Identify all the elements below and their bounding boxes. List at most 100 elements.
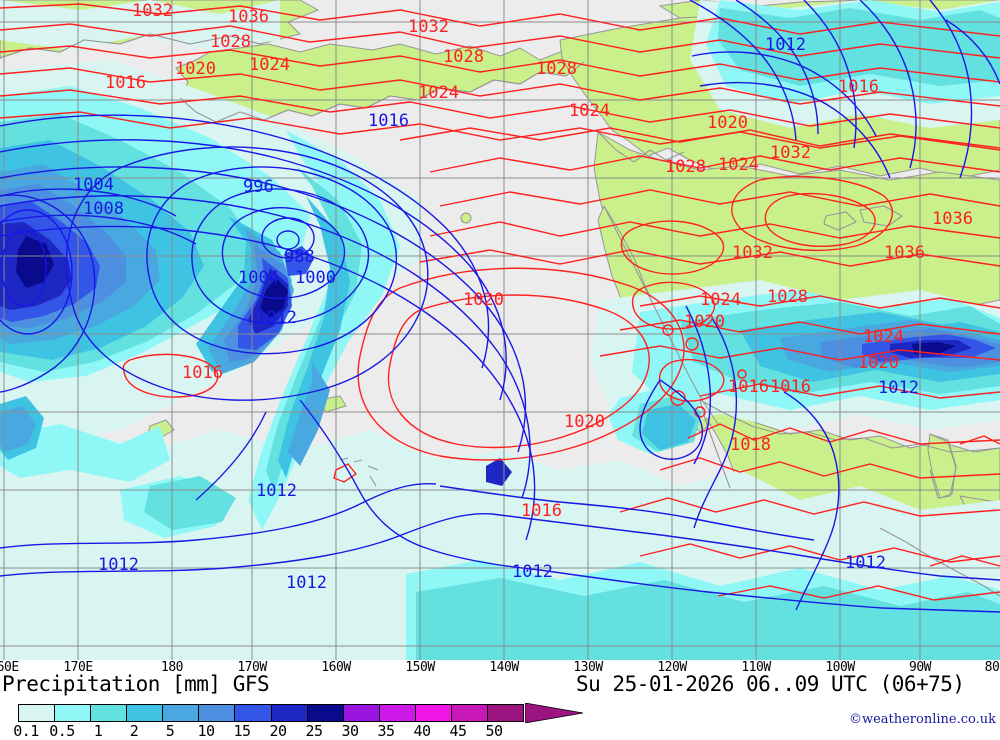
isobar-label: 1012 [878,378,919,398]
isobar-label: 996 [243,177,274,197]
colorbar-tick: 0.1 [13,722,39,740]
colorbar-tick: 25 [305,722,323,740]
isobar-label: 1024 [249,55,290,75]
isobar-label: 1012 [256,308,297,328]
isobar-label: 1024 [718,155,759,175]
colorbar-tick: 35 [377,722,395,740]
colorbar[interactable]: 0.1 0.5 1 2 5 10 15 20 25 30 35 40 45 50 [13,703,584,740]
colorbar-tick: 40 [413,722,431,740]
lon-tick-170w: 170W [237,660,267,675]
product-title: Precipitation [mm] GFS [2,672,270,696]
isobar-label: 1012 [286,573,327,593]
lon-tick-100w: 100W [825,660,855,675]
isobar-label: 1032 [732,243,773,263]
isobar-label: 1024 [700,290,741,310]
isobar-label: 1012 [256,481,297,501]
isobar-label: 1016 [105,73,146,93]
isobar-low-layer [0,0,1000,613]
colorbar-ticklabels: 0.1 0.5 1 2 5 10 15 20 25 30 35 40 45 50 [13,722,582,740]
isobar-label: 1036 [228,7,269,27]
colorbar-overflow-arrow [525,703,584,723]
lon-tick-160w: 160W [321,660,351,675]
lon-tick-140w: 140W [489,660,519,675]
isobar-label: 1012 [98,555,139,575]
colorbar-swatch[interactable] [488,705,524,721]
isobar-label: 1024 [863,327,904,347]
colorbar-swatch[interactable] [91,705,128,721]
isobar-label: 1008 [83,199,124,219]
colorbar-tick: 0.5 [49,722,75,740]
isobar-label: 1032 [132,1,173,21]
isobar-label: 1016 [838,77,879,97]
colorbar-swatch[interactable] [55,705,92,721]
lon-tick-80: 80 [984,660,1000,675]
colorbar-tick: 2 [129,722,139,740]
isobar-label: 1024 [569,101,610,121]
isobar-label: 1004 [238,268,279,288]
isobar-label: 1028 [210,32,251,52]
isobar-label: 1028 [665,157,706,177]
isobar-high-layer [0,3,1000,601]
isobar-label: 1032 [770,143,811,163]
isobar-label: 1016 [728,377,769,397]
isobar-label: 1016 [521,501,562,521]
isobar-label: 1004 [73,175,114,195]
isobar-label: 1020 [463,290,504,310]
lon-tick-130w: 130W [573,660,603,675]
isobar-label: 1028 [767,287,808,307]
isobar-label: 1032 [408,17,449,37]
isobar-label: 1012 [845,553,886,573]
colorbar-tick: 5 [165,722,175,740]
isobar-label: 1012 [512,562,553,582]
isobar-label: 1020 [858,353,899,373]
isobar-label: 1016 [770,377,811,397]
colorbar-swatch[interactable] [451,705,489,721]
isobar-label: 1020 [707,113,748,133]
model-run-timestamp: Su 25-01-2026 06..09 UTC (06+75) [576,672,965,696]
isobar-label: 1036 [932,209,973,229]
colorbar-swatch[interactable] [235,705,272,721]
colorbar-tick: 30 [341,722,359,740]
colorbar-swatch[interactable] [415,705,452,721]
colorbar-tick: 15 [233,722,251,740]
colorbar-swatch[interactable] [343,705,380,721]
colorbar-swatch[interactable] [19,705,56,721]
lon-tick-120w: 120W [657,660,687,675]
lon-tick-160e: 160E [0,660,19,675]
isobar-label: 1016 [368,111,409,131]
lon-tick-170e: 170E [63,660,93,675]
isobar-label: 1036 [884,243,925,263]
precipitation-map[interactable]: 1032 1036 1028 1032 1024 1020 1028 1028 1016 1024… [0,0,1000,660]
colorbar-tick: 50 [485,722,503,740]
colorbar-swatches[interactable] [18,704,524,722]
colorbar-swatch[interactable] [379,705,416,721]
lon-tick-180: 180 [161,660,183,675]
map-footer: 160E170E180170W160W150W140W130W120W110W1… [0,660,1000,740]
colorbar-swatch[interactable] [127,705,164,721]
isobar-label: 1016 [182,363,223,383]
colorbar-tick: 1 [93,722,103,740]
isobar-label: 1020 [175,59,216,79]
lon-tick-110w: 110W [741,660,771,675]
isobar-label: 1028 [443,47,484,67]
coastline-layer [0,33,1000,597]
isobar-label: 1018 [730,435,771,455]
colorbar-tick: 10 [197,722,215,740]
isobar-label: 1024 [418,83,459,103]
isobar-label: 1000 [295,268,336,288]
copyright-credit: ©weatheronline.co.uk [848,712,996,727]
colorbar-swatch[interactable] [271,705,308,721]
colorbar-swatch[interactable] [163,705,200,721]
isobar-label: 1020 [564,412,605,432]
colorbar-swatch[interactable] [199,705,236,721]
colorbar-swatch[interactable] [307,705,344,721]
colorbar-tick: 20 [269,722,287,740]
isobar-label: 1020 [684,312,725,332]
lon-tick-150w: 150W [405,660,435,675]
isobar-label: 1012 [765,35,806,55]
isobar-label: 1028 [536,59,577,79]
colorbar-tick: 45 [449,722,467,740]
